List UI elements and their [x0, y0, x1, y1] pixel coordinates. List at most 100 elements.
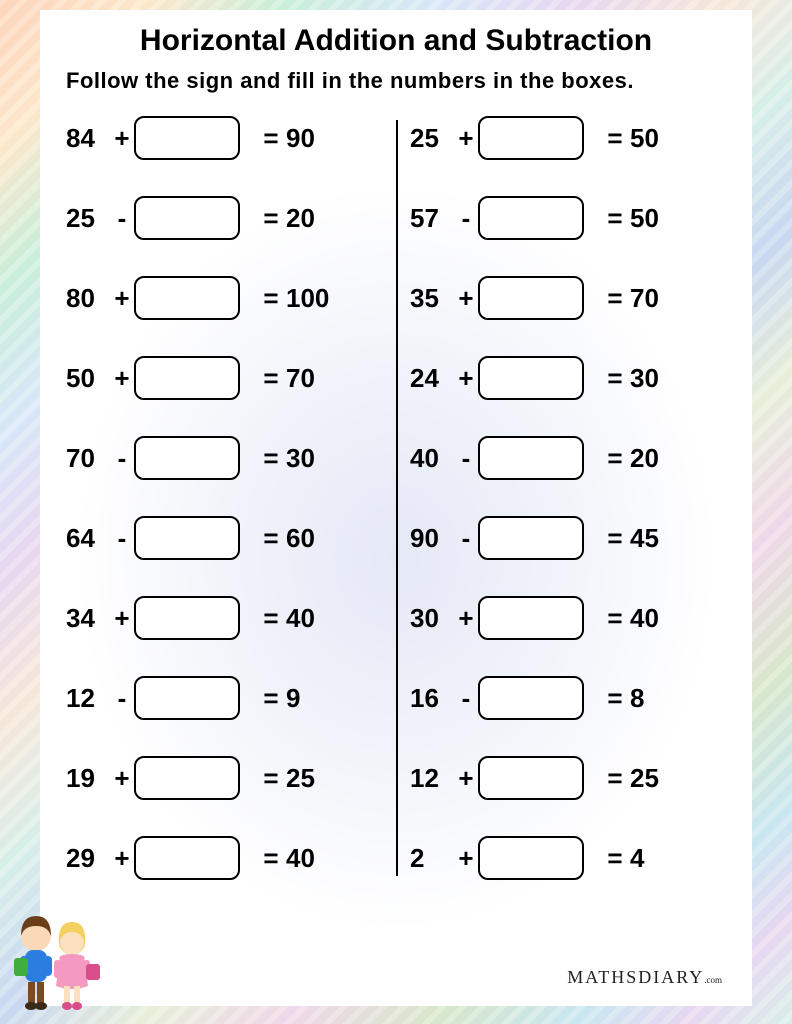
- result: 9: [286, 683, 342, 714]
- answer-input[interactable]: [134, 116, 240, 160]
- equals-sign: =: [600, 603, 630, 634]
- page-title: Horizontal Addition and Subtraction: [66, 24, 726, 58]
- problem-row: 50+=70: [66, 356, 382, 400]
- operand-a: 25: [66, 203, 110, 234]
- equals-sign: =: [600, 683, 630, 714]
- operator: +: [454, 123, 478, 154]
- answer-input[interactable]: [478, 756, 584, 800]
- result: 40: [630, 603, 686, 634]
- result: 30: [286, 443, 342, 474]
- problem-row: 12-=9: [66, 676, 382, 720]
- operator: -: [454, 203, 478, 234]
- operand-a: 12: [66, 683, 110, 714]
- operator: +: [454, 843, 478, 874]
- problem-row: 64-=60: [66, 516, 382, 560]
- operand-a: 90: [410, 523, 454, 554]
- problem-row: 30+=40: [410, 596, 726, 640]
- result: 25: [630, 763, 686, 794]
- result: 50: [630, 123, 686, 154]
- answer-input[interactable]: [478, 596, 584, 640]
- answer-input[interactable]: [478, 516, 584, 560]
- equals-sign: =: [256, 523, 286, 554]
- answer-input[interactable]: [134, 356, 240, 400]
- result: 20: [630, 443, 686, 474]
- result: 8: [630, 683, 686, 714]
- column-divider: [396, 120, 398, 876]
- equals-sign: =: [256, 283, 286, 314]
- operator: -: [454, 683, 478, 714]
- equals-sign: =: [600, 443, 630, 474]
- operand-a: 12: [410, 763, 454, 794]
- answer-input[interactable]: [134, 836, 240, 880]
- result: 90: [286, 123, 342, 154]
- answer-input[interactable]: [134, 276, 240, 320]
- operand-a: 64: [66, 523, 110, 554]
- operand-a: 70: [66, 443, 110, 474]
- answer-input[interactable]: [478, 196, 584, 240]
- operator: +: [110, 603, 134, 634]
- instructions-text: Follow the sign and fill in the numbers …: [66, 68, 726, 94]
- answer-input[interactable]: [134, 196, 240, 240]
- equals-sign: =: [600, 843, 630, 874]
- brand-name: MATHSDIARY: [567, 967, 704, 987]
- operator: -: [454, 443, 478, 474]
- equals-sign: =: [600, 763, 630, 794]
- answer-input[interactable]: [478, 276, 584, 320]
- operator: -: [110, 523, 134, 554]
- problem-row: 40-=20: [410, 436, 726, 480]
- operator: +: [110, 283, 134, 314]
- operator: +: [110, 843, 134, 874]
- problem-row: 34+=40: [66, 596, 382, 640]
- operator: +: [454, 283, 478, 314]
- operand-a: 35: [410, 283, 454, 314]
- result: 70: [630, 283, 686, 314]
- answer-input[interactable]: [478, 356, 584, 400]
- result: 40: [286, 843, 342, 874]
- answer-input[interactable]: [478, 676, 584, 720]
- operator: +: [454, 603, 478, 634]
- equals-sign: =: [600, 363, 630, 394]
- problem-row: 90-=45: [410, 516, 726, 560]
- answer-input[interactable]: [134, 516, 240, 560]
- problem-row: 16-=8: [410, 676, 726, 720]
- answer-input[interactable]: [478, 836, 584, 880]
- equals-sign: =: [256, 363, 286, 394]
- answer-input[interactable]: [134, 756, 240, 800]
- problem-row: 84+=90: [66, 116, 382, 160]
- equals-sign: =: [256, 603, 286, 634]
- operand-a: 24: [410, 363, 454, 394]
- operator: -: [110, 203, 134, 234]
- problem-row: 25-=20: [66, 196, 382, 240]
- problem-row: 2+=4: [410, 836, 726, 880]
- answer-input[interactable]: [478, 116, 584, 160]
- left-column: 84+=9025-=2080+=10050+=7070-=3064-=6034+…: [66, 116, 392, 880]
- equals-sign: =: [600, 283, 630, 314]
- result: 45: [630, 523, 686, 554]
- operator: -: [110, 683, 134, 714]
- operator: +: [110, 123, 134, 154]
- problem-row: 80+ =100: [66, 276, 382, 320]
- equals-sign: =: [256, 443, 286, 474]
- operand-a: 25: [410, 123, 454, 154]
- answer-input[interactable]: [134, 676, 240, 720]
- result: 40: [286, 603, 342, 634]
- right-column: 25+=5057-=5035+=7024+=3040-=2090-=4530+=…: [392, 116, 726, 880]
- operand-a: 80: [66, 283, 110, 314]
- equals-sign: =: [600, 523, 630, 554]
- problem-row: 35+ =70: [410, 276, 726, 320]
- equals-sign: =: [600, 123, 630, 154]
- answer-input[interactable]: [478, 436, 584, 480]
- result: 100: [286, 283, 342, 314]
- result: 50: [630, 203, 686, 234]
- operator: +: [454, 763, 478, 794]
- problems-container: 84+=9025-=2080+=10050+=7070-=3064-=6034+…: [66, 116, 726, 880]
- result: 70: [286, 363, 342, 394]
- operand-a: 29: [66, 843, 110, 874]
- operand-a: 84: [66, 123, 110, 154]
- problem-row: 19+=25: [66, 756, 382, 800]
- operand-a: 19: [66, 763, 110, 794]
- answer-input[interactable]: [134, 436, 240, 480]
- answer-input[interactable]: [134, 596, 240, 640]
- operand-a: 57: [410, 203, 454, 234]
- problem-row: 70-=30: [66, 436, 382, 480]
